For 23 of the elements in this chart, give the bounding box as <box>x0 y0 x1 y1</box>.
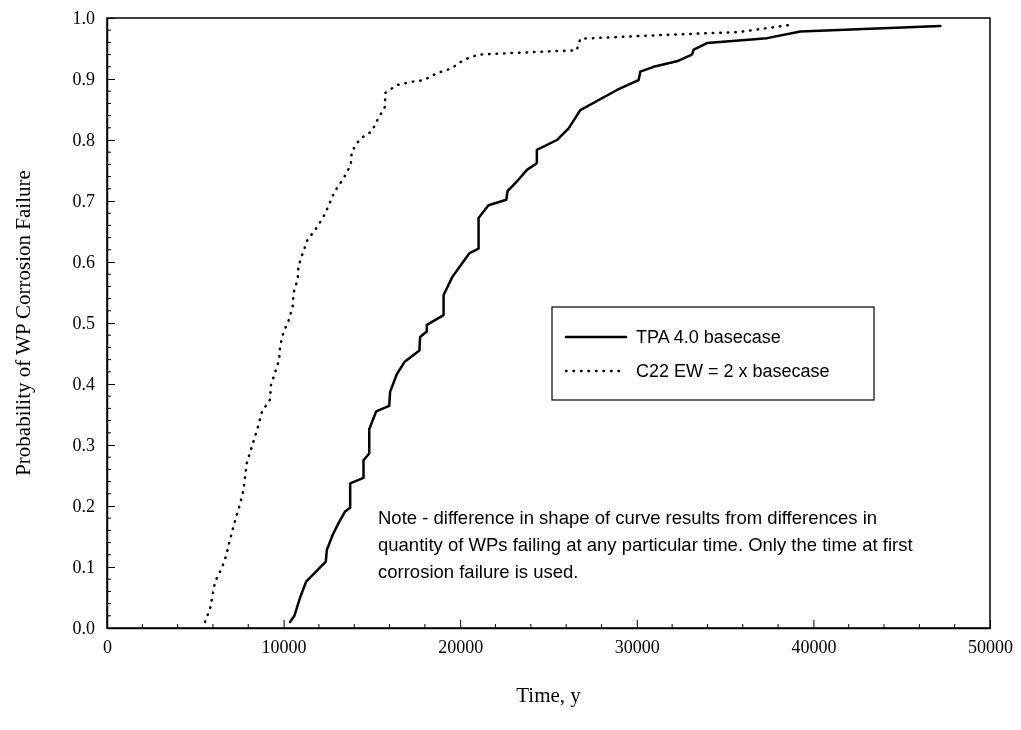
x-tick-label: 10000 <box>261 636 307 657</box>
legend-label: C22 EW = 2 x basecase <box>636 361 830 381</box>
y-tick-label: 0.7 <box>72 191 95 212</box>
legend-label: TPA 4.0 basecase <box>636 327 781 347</box>
y-tick-label: 0.5 <box>72 313 95 334</box>
y-tick-label: 0.0 <box>72 618 95 639</box>
y-tick-label: 0.1 <box>72 557 95 578</box>
y-tick-label: 0.4 <box>72 374 95 395</box>
x-tick-label: 0 <box>103 636 112 657</box>
annotation: Note - difference in shape of curve results from differences in quantity of WPs failing at any particular time. Only the time at first corrosion failure is used. <box>378 507 913 582</box>
x-tick-label: 20000 <box>438 636 484 657</box>
x-tick-label: 40000 <box>791 636 837 657</box>
x-tick-label: 30000 <box>614 636 660 657</box>
y-tick-label: 0.2 <box>72 496 95 517</box>
y-tick-label: 0.8 <box>72 130 95 151</box>
x-tick-label: 50000 <box>968 636 1013 657</box>
x-axis-title: Time, y <box>516 683 582 707</box>
y-tick-label: 1.0 <box>72 8 95 29</box>
y-tick-label: 0.9 <box>72 69 95 90</box>
y-tick-label: 0.6 <box>72 252 95 273</box>
y-tick-label: 0.3 <box>72 435 95 456</box>
y-axis-title: Probability of WP Corrosion Failure <box>11 170 35 476</box>
line-series <box>288 24 942 624</box>
